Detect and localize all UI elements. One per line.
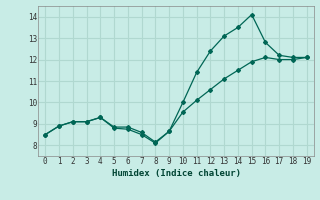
- X-axis label: Humidex (Indice chaleur): Humidex (Indice chaleur): [111, 169, 241, 178]
